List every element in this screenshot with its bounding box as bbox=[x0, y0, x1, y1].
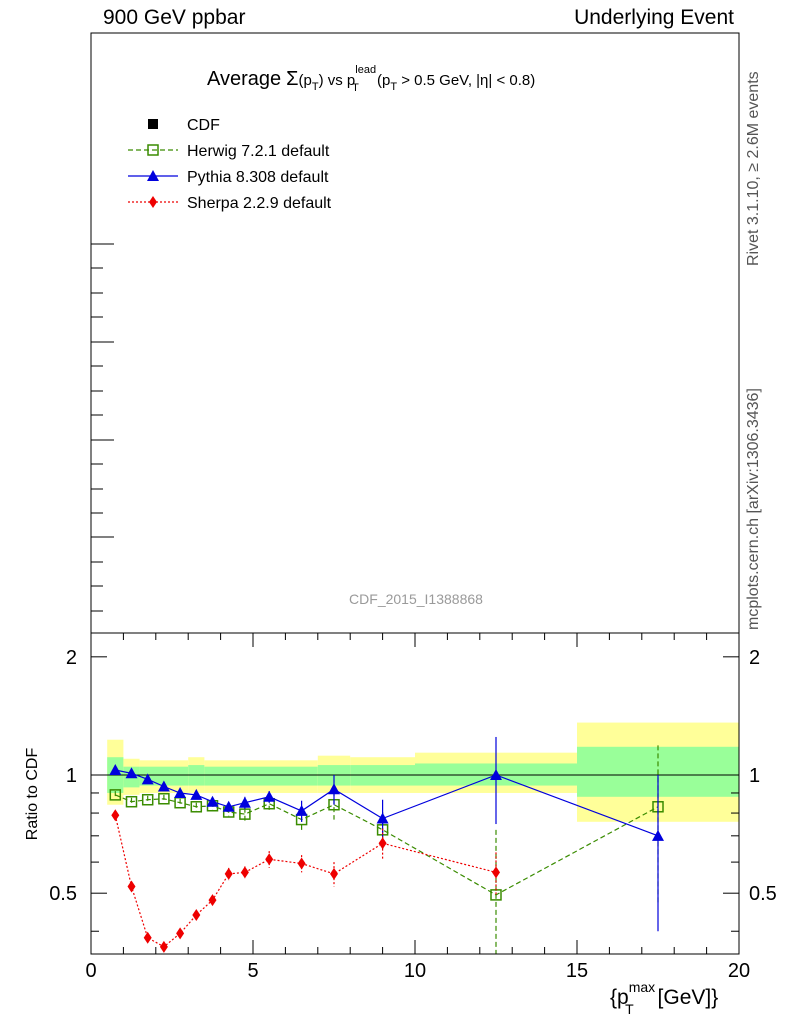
data-point bbox=[159, 940, 168, 953]
mcplots-source-label: mcplots.cern.ch [arXiv:1306.3436] bbox=[745, 388, 762, 630]
data-point bbox=[111, 809, 120, 822]
data-point bbox=[158, 793, 170, 805]
rivet-version-label: Rivet 3.1.10, ≥ 2.6M events bbox=[745, 71, 762, 266]
header-right-label: Underlying Event bbox=[574, 6, 734, 29]
data-point bbox=[295, 804, 308, 816]
data-point bbox=[127, 880, 136, 893]
header-left-label: 900 GeV ppbar bbox=[103, 6, 246, 29]
x-tick-label: 10 bbox=[404, 960, 426, 982]
ratio-ylabel: Ratio to CDF bbox=[24, 748, 41, 841]
data-point bbox=[263, 790, 276, 802]
data-point bbox=[109, 763, 122, 775]
series-sherpa bbox=[111, 809, 500, 953]
y-tick-label: 0.5 bbox=[49, 883, 77, 905]
data-point bbox=[125, 795, 138, 808]
y-tick-label: 1 bbox=[66, 765, 77, 787]
chart-title: Average Σ(pT) vs plead T (pT > 0.5 GeV, |η… bbox=[207, 64, 535, 94]
data-point bbox=[240, 866, 249, 879]
series-pythia bbox=[109, 736, 664, 932]
data-point bbox=[328, 783, 340, 795]
legend-marker bbox=[147, 144, 159, 156]
y-tick-label-right: 2 bbox=[749, 647, 760, 669]
x-tick-label: 0 bbox=[85, 960, 96, 982]
x-tick-label: 5 bbox=[247, 960, 258, 982]
legend: CDF Herwig 7.2.1 default Pythia 8.308 defa… bbox=[128, 117, 332, 212]
data-point bbox=[297, 857, 306, 870]
legend-entry: Herwig 7.2.1 default bbox=[128, 143, 330, 160]
legend-entry: CDF bbox=[148, 117, 220, 134]
legend-label: CDF bbox=[187, 117, 220, 134]
series-line bbox=[114, 815, 497, 948]
inner-band bbox=[204, 766, 318, 786]
data-point bbox=[157, 780, 170, 792]
data-point bbox=[190, 801, 203, 813]
legend-entry: Pythia 8.308 default bbox=[128, 169, 329, 186]
data-point bbox=[222, 800, 235, 812]
legend-entry: Sherpa 2.2.9 default bbox=[128, 195, 332, 212]
data-point bbox=[652, 829, 664, 841]
data-point bbox=[330, 867, 338, 880]
data-point bbox=[141, 793, 154, 806]
data-point bbox=[208, 894, 217, 907]
data-point bbox=[109, 789, 122, 801]
y-tick-label-right: 1 bbox=[749, 765, 760, 787]
data-point bbox=[174, 786, 187, 798]
data-point bbox=[176, 927, 185, 940]
data-point bbox=[190, 788, 203, 800]
x-tick-label: 15 bbox=[566, 960, 588, 982]
legend-label: Herwig 7.2.1 default bbox=[187, 143, 330, 160]
x-axis-label: {pmax T [GeV]} bbox=[610, 979, 718, 1017]
data-point bbox=[143, 931, 152, 944]
x-tick-label: 20 bbox=[728, 960, 750, 982]
data-point bbox=[492, 866, 500, 879]
legend-marker bbox=[148, 119, 158, 129]
legend-marker bbox=[147, 170, 159, 181]
data-point bbox=[224, 867, 233, 880]
data-point bbox=[238, 796, 251, 808]
data-point bbox=[206, 795, 219, 807]
y-tick-label: 2 bbox=[66, 647, 77, 669]
data-point bbox=[141, 773, 154, 785]
series-line bbox=[115, 794, 659, 896]
ratio-axes: 0 5 10 15 20 0.5 0.5 1 1 2 2 bbox=[49, 633, 777, 982]
data-point bbox=[265, 853, 274, 866]
upper-panel-ticks bbox=[91, 243, 114, 612]
data-point bbox=[490, 769, 502, 781]
legend-label: Pythia 8.308 default bbox=[187, 169, 329, 186]
legend-label: Sherpa 2.2.9 default bbox=[187, 195, 332, 212]
data-point bbox=[192, 908, 201, 921]
analysis-watermark: CDF_2015_I1388868 bbox=[349, 591, 483, 607]
ratio-series bbox=[109, 736, 664, 954]
y-tick-label-right: 0.5 bbox=[749, 883, 777, 905]
data-point bbox=[239, 808, 251, 820]
data-point bbox=[378, 837, 387, 850]
data-point bbox=[125, 767, 138, 779]
data-point bbox=[376, 812, 389, 824]
legend-marker bbox=[149, 196, 157, 208]
